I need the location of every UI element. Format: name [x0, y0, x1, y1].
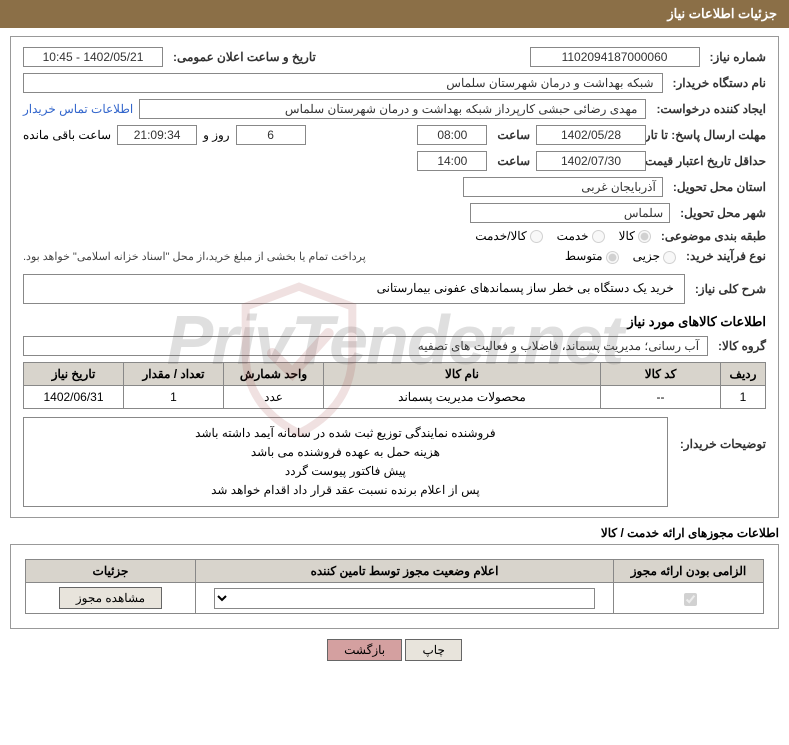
- payment-note: پرداخت تمام یا بخشی از مبلغ خرید،از محل …: [23, 250, 366, 263]
- group-field: آب رسانی؛ مدیریت پسماند، فاضلاب و فعالیت…: [23, 336, 708, 356]
- hms-field: 21:09:34: [117, 125, 197, 145]
- note-line-3: پس از اعلام برنده نسبت عقد قرار داد اقدا…: [34, 481, 657, 500]
- cat-opt-0[interactable]: کالا: [619, 229, 651, 243]
- deadline-label: مهلت ارسال پاسخ: تا تاریخ:: [656, 128, 766, 142]
- validity-time: 14:00: [417, 151, 487, 171]
- permit-section-label: اطلاعات مجوزهای ارائه خدمت / کالا: [10, 526, 779, 540]
- td-2: محصولات مدیریت پسماند: [324, 385, 601, 408]
- page-header: جزئیات اطلاعات نیاز: [0, 0, 789, 28]
- td-4: 1: [124, 385, 224, 408]
- td-1: --: [601, 385, 721, 408]
- permit-th-1: اعلام وضعیت مجوز توسط تامین کننده: [196, 560, 614, 583]
- city-label: شهر محل تحویل:: [680, 206, 766, 220]
- td-5: 1402/06/31: [24, 385, 124, 408]
- buyer-field: شبکه بهداشت و درمان شهرستان سلماس: [23, 73, 663, 93]
- desc-label: شرح کلی نیاز:: [695, 282, 766, 296]
- permit-mandatory-cell: [614, 583, 764, 614]
- time-label-1: ساعت: [497, 128, 530, 142]
- requester-field: مهدی رضائی حبشی کارپرداز شبکه بهداشت و د…: [139, 99, 646, 119]
- goods-section-title: اطلاعات کالاهای مورد نیاز: [23, 314, 766, 330]
- permit-th-2: جزئیات: [26, 560, 196, 583]
- permit-th-0: الزامی بودن ارائه مجوز: [614, 560, 764, 583]
- desc-box: خرید یک دستگاه بی خطر ساز پسماندهای عفون…: [23, 274, 685, 304]
- td-0: 1: [721, 385, 766, 408]
- category-label: طبقه بندی موضوعی:: [661, 229, 766, 243]
- items-header-row: ردیف کد کالا نام کالا واحد شمارش تعداد /…: [24, 362, 766, 385]
- table-row: 1 -- محصولات مدیریت پسماند عدد 1 1402/06…: [24, 385, 766, 408]
- td-3: عدد: [224, 385, 324, 408]
- cat-opt-2[interactable]: کالا/خدمت: [475, 229, 542, 243]
- need-number-label: شماره نیاز:: [710, 50, 766, 64]
- note-line-0: فروشنده نمایندگی توزیع ثبت شده در سامانه…: [34, 424, 657, 443]
- pt-opt-1[interactable]: متوسط: [565, 249, 619, 263]
- items-table: ردیف کد کالا نام کالا واحد شمارش تعداد /…: [23, 362, 766, 409]
- province-label: استان محل تحویل:: [673, 180, 766, 194]
- buyer-notes-box: فروشنده نمایندگی توزیع ثبت شده در سامانه…: [23, 417, 668, 508]
- back-button[interactable]: بازگشت: [327, 639, 402, 661]
- buyer-label: نام دستگاه خریدار:: [673, 76, 767, 90]
- announce-field: 1402/05/21 - 10:45: [23, 47, 163, 67]
- permit-panel: الزامی بودن ارائه مجوز اعلام وضعیت مجوز …: [10, 544, 779, 629]
- th-0: ردیف: [721, 362, 766, 385]
- permit-status-select[interactable]: [214, 588, 595, 609]
- note-line-1: هزینه حمل به عهده فروشنده می باشد: [34, 443, 657, 462]
- bottom-buttons: چاپ بازگشت: [0, 639, 789, 661]
- need-number-field: 1102094187000060: [530, 47, 700, 67]
- purchase-type-label: نوع فرآیند خرید:: [686, 249, 766, 263]
- print-button[interactable]: چاپ: [405, 639, 461, 661]
- announce-label: تاریخ و ساعت اعلان عمومی:: [173, 50, 316, 64]
- purchase-radio-group: جزیی متوسط: [565, 249, 676, 263]
- page-title: جزئیات اطلاعات نیاز: [667, 6, 777, 21]
- buyer-notes-label: توضیحات خریدار:: [680, 417, 766, 451]
- permit-row: مشاهده مجوز: [26, 583, 764, 614]
- city-field: سلماس: [470, 203, 670, 223]
- category-radio-group: کالا خدمت کالا/خدمت: [475, 229, 651, 243]
- permit-status-cell: [196, 583, 614, 614]
- days-field: 6: [236, 125, 306, 145]
- permit-mandatory-checkbox[interactable]: [684, 593, 697, 606]
- th-1: کد کالا: [601, 362, 721, 385]
- validity-date: 1402/07/30: [536, 151, 646, 171]
- time-label-2: ساعت: [497, 154, 530, 168]
- days-label: روز و: [203, 128, 230, 142]
- view-permit-button[interactable]: مشاهده مجوز: [59, 587, 162, 609]
- deadline-date: 1402/05/28: [536, 125, 646, 145]
- province-field: آذربایجان غربی: [463, 177, 663, 197]
- main-panel: شماره نیاز: 1102094187000060 تاریخ و ساع…: [10, 36, 779, 518]
- group-label: گروه کالا:: [718, 339, 766, 353]
- note-line-2: پیش فاکتور پیوست گردد: [34, 462, 657, 481]
- permit-table: الزامی بودن ارائه مجوز اعلام وضعیت مجوز …: [25, 559, 764, 614]
- remain-label: ساعت باقی مانده: [23, 128, 111, 142]
- permit-detail-cell: مشاهده مجوز: [26, 583, 196, 614]
- th-2: نام کالا: [324, 362, 601, 385]
- deadline-time: 08:00: [417, 125, 487, 145]
- requester-label: ایجاد کننده درخواست:: [656, 102, 766, 116]
- th-3: واحد شمارش: [224, 362, 324, 385]
- pt-opt-0[interactable]: جزیی: [633, 249, 676, 263]
- th-5: تاریخ نیاز: [24, 362, 124, 385]
- contact-link[interactable]: اطلاعات تماس خریدار: [23, 102, 133, 116]
- cat-opt-1[interactable]: خدمت: [557, 229, 605, 243]
- validity-label: حداقل تاریخ اعتبار قیمت: تا تاریخ:: [656, 154, 766, 168]
- th-4: تعداد / مقدار: [124, 362, 224, 385]
